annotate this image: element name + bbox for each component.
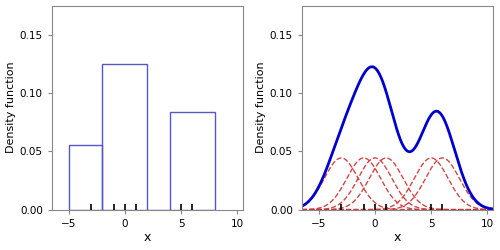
Y-axis label: Density function: Density function xyxy=(256,62,266,154)
Y-axis label: Density function: Density function xyxy=(6,62,16,154)
X-axis label: x: x xyxy=(144,232,151,244)
Bar xyxy=(68,145,102,210)
X-axis label: x: x xyxy=(394,232,401,244)
Bar xyxy=(102,64,148,210)
Bar xyxy=(170,112,215,210)
